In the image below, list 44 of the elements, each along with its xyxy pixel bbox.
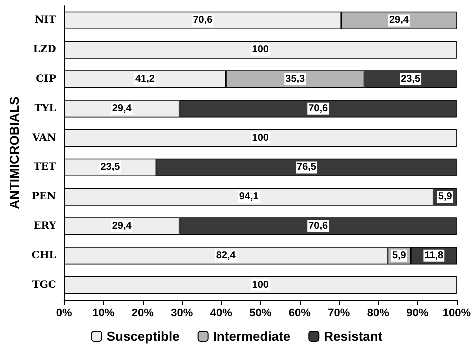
- x-tick-label: 10%: [92, 308, 115, 320]
- x-tick-label: 90%: [406, 308, 429, 320]
- data-label: 35,3: [286, 74, 306, 85]
- data-label: 76,5: [297, 162, 317, 174]
- data-label: 5,9: [392, 250, 407, 262]
- data-label: 70,6: [193, 15, 214, 26]
- y-tick-label: TET: [34, 162, 57, 174]
- y-tick-label: TGC: [32, 280, 56, 291]
- x-tick-label: 100%: [442, 308, 472, 320]
- data-label: 82,4: [216, 250, 236, 262]
- x-tick-label: 70%: [328, 308, 350, 320]
- data-label: 11,8: [424, 250, 444, 262]
- y-tick-label: PEN: [32, 192, 56, 203]
- data-label: 70,6: [308, 221, 329, 232]
- legend-label: Intermediate: [213, 329, 291, 344]
- data-label: 29,4: [389, 15, 410, 26]
- legend-label: Susceptible: [106, 329, 180, 344]
- data-label: 29,4: [112, 103, 132, 114]
- data-label: 23,5: [401, 74, 421, 85]
- data-label: 29,4: [112, 221, 132, 232]
- data-label: 41,2: [135, 74, 156, 85]
- y-axis-title: ANTIMICROBIALS: [7, 96, 22, 210]
- data-label: 5,9: [438, 192, 453, 203]
- y-tick-label: CHL: [32, 250, 56, 262]
- y-tick-label: CIP: [36, 74, 57, 85]
- data-label: 100: [252, 280, 270, 291]
- y-tick-label: TYL: [34, 103, 56, 114]
- x-tick-label: 20%: [132, 308, 154, 320]
- x-tick-label: 80%: [367, 308, 390, 320]
- y-tick-label: VAN: [31, 132, 56, 144]
- data-label: 100: [252, 132, 270, 144]
- x-tick-label: 40%: [210, 308, 233, 320]
- x-tick-label: 50%: [250, 308, 272, 320]
- y-tick-label: ERY: [34, 221, 58, 232]
- legend-label: Resistant: [324, 329, 384, 344]
- data-label: 94,1: [239, 192, 260, 203]
- x-tick-label: 60%: [288, 308, 312, 320]
- y-tick-label: NIT: [35, 15, 57, 26]
- y-tick-label: LZD: [33, 44, 57, 56]
- x-tick-label: 30%: [171, 308, 194, 320]
- data-label: 23,5: [100, 162, 121, 174]
- x-tick-label: 0%: [56, 308, 73, 320]
- data-label: 100: [252, 44, 270, 56]
- data-label: 70,6: [308, 103, 329, 114]
